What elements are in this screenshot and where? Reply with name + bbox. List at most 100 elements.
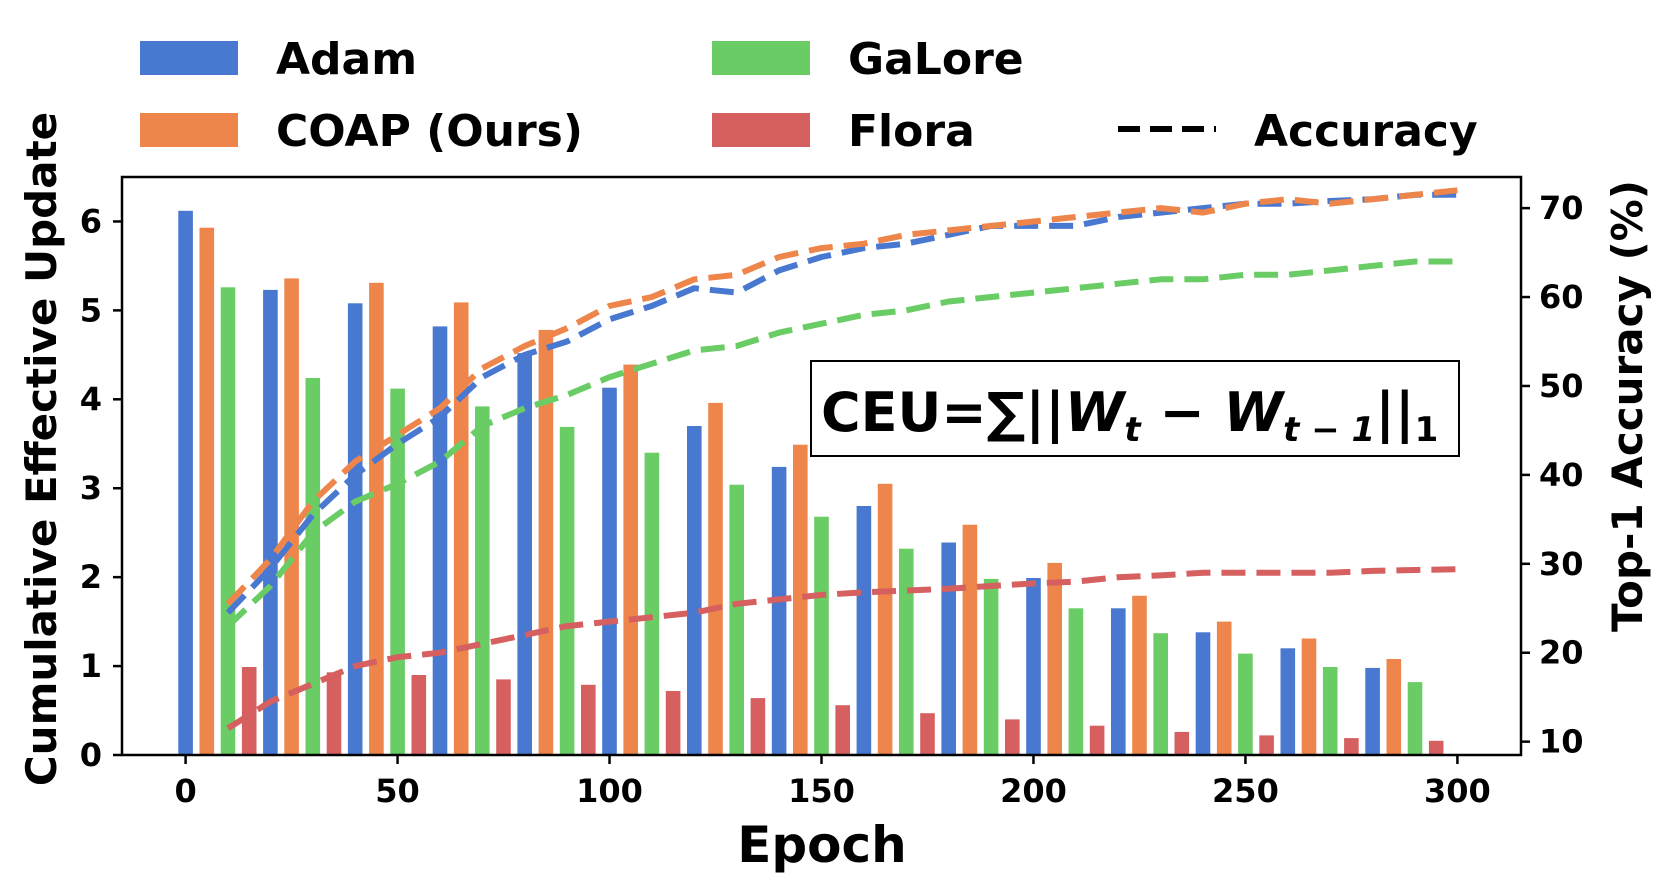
- bar-adam-40: [347, 303, 363, 755]
- x-tick-label: 300: [1424, 772, 1491, 810]
- bar-adam-100: [602, 387, 617, 755]
- y-tick-label: 2: [80, 558, 102, 596]
- formula-box: [810, 360, 1460, 457]
- bar-flora-20: [326, 672, 342, 755]
- bar-adam-280: [1365, 667, 1380, 755]
- y-tick-label: 5: [80, 291, 102, 329]
- bar-flora-240: [1259, 735, 1274, 755]
- y-tick-label: 0: [80, 736, 102, 774]
- bar-coap-180: [962, 524, 978, 755]
- bar-coap-0: [199, 227, 215, 755]
- bar-galore-100: [644, 452, 660, 755]
- y2-tick-label: 70: [1539, 189, 1584, 227]
- bar-flora-200: [1089, 725, 1105, 755]
- bar-adam-0: [178, 210, 193, 756]
- legend-label-flora: Flora: [848, 106, 975, 157]
- accuracy-line-coap: [225, 187, 1458, 606]
- formula-annotation: CEU=∑||Wt − Wt − 1||1: [810, 360, 1460, 457]
- bar-flora-60: [496, 679, 511, 755]
- legend-swatch-galore: [712, 41, 810, 75]
- bar-adam-260: [1280, 648, 1296, 755]
- legend-swatch-coap: [140, 113, 238, 147]
- axes: 0 50 100 150 200 250 300 0 1 2 3 4 5 6 10 20 30 40 50 60 70: [80, 175, 1584, 810]
- bar-flora-40: [411, 675, 427, 755]
- bar-coap-200: [1047, 562, 1062, 755]
- bar-adam-240: [1195, 632, 1211, 755]
- bar-galore-20: [305, 378, 321, 755]
- x-tick-label: 150: [788, 772, 855, 810]
- accuracy-line-adam: [225, 191, 1458, 615]
- legend-label-accuracy: Accuracy: [1254, 106, 1478, 157]
- bar-adam-200: [1026, 578, 1041, 755]
- bar-galore-60: [475, 406, 490, 755]
- accuracy-line-flora: [226, 566, 1458, 731]
- bar-flora-220: [1174, 731, 1190, 755]
- bar-coap-120: [708, 402, 723, 755]
- y2-tick-label: 20: [1539, 634, 1584, 672]
- bar-adam-160: [856, 506, 872, 755]
- bar-galore-280: [1407, 682, 1423, 755]
- bar-galore-260: [1322, 667, 1338, 755]
- bar-galore-120: [729, 484, 744, 755]
- bar-adam-140: [771, 466, 787, 755]
- bar-flora-160: [920, 713, 935, 755]
- legend-swatch-flora: [712, 113, 810, 147]
- bar-coap-160: [877, 483, 893, 755]
- bar-coap-140: [793, 444, 808, 755]
- bar-galore-80: [559, 426, 575, 755]
- x-tick-label: 50: [375, 772, 420, 810]
- y2-tick-label: 60: [1539, 278, 1584, 316]
- bar-flora-140: [835, 705, 850, 755]
- x-tick-label: 250: [1212, 772, 1279, 810]
- legend-label-adam: Adam: [276, 34, 417, 85]
- bar-coap-60: [453, 302, 469, 755]
- x-axis-title: Epoch: [737, 816, 907, 874]
- y-tick-label: 3: [80, 469, 102, 507]
- bar-galore-140: [814, 516, 829, 755]
- bar-galore-200: [1068, 608, 1084, 755]
- bar-flora-100: [665, 691, 681, 755]
- y2-tick-label: 30: [1539, 545, 1584, 583]
- y-tick-label: 1: [80, 647, 102, 685]
- bar-flora-0: [241, 667, 257, 755]
- bar-galore-0: [220, 287, 236, 755]
- bar-galore-40: [390, 388, 405, 755]
- x-tick-label: 0: [174, 772, 196, 810]
- bar-galore-180: [983, 578, 999, 755]
- bar-adam-180: [941, 542, 956, 755]
- bar-group: [178, 210, 1444, 756]
- bar-adam-120: [687, 426, 702, 755]
- bar-adam-80: [517, 353, 532, 755]
- formula-text: CEU=∑||Wt − Wt − 1||1: [821, 381, 1438, 450]
- legend-label-coap: COAP (Ours): [276, 106, 583, 157]
- bar-flora-80: [581, 684, 596, 755]
- accuracy-lines: [225, 187, 1458, 731]
- bar-coap-260: [1301, 638, 1317, 755]
- bar-adam-220: [1111, 608, 1126, 755]
- y-axis-title: Cumulative Effective Update: [17, 112, 66, 786]
- legend-swatch-adam: [140, 41, 238, 75]
- y2-axis-title: Top-1 Accuracy (%): [1603, 180, 1652, 632]
- bar-flora-120: [750, 698, 766, 755]
- bar-flora-180: [1005, 719, 1020, 755]
- bar-coap-80: [538, 329, 554, 755]
- legend: Adam COAP (Ours) GaLore Flora Accuracy: [140, 34, 1478, 157]
- bar-coap-40: [369, 282, 384, 755]
- bar-flora-260: [1344, 738, 1359, 755]
- bar-coap-240: [1216, 621, 1232, 755]
- x-tick-label: 200: [1000, 772, 1067, 810]
- bar-adam-20: [263, 289, 278, 755]
- legend-label-galore: GaLore: [848, 34, 1024, 85]
- bar-galore-160: [899, 548, 914, 755]
- y2-tick-label: 10: [1539, 723, 1584, 761]
- bar-coap-20: [284, 278, 299, 755]
- y2-tick-label: 50: [1539, 367, 1584, 405]
- bar-coap-280: [1386, 659, 1402, 755]
- y2-tick-label: 40: [1539, 456, 1584, 494]
- bar-coap-100: [623, 364, 638, 755]
- y-tick-label: 6: [80, 202, 102, 240]
- bar-adam-60: [432, 326, 448, 755]
- accuracy-line-galore: [225, 258, 1458, 629]
- bar-flora-280: [1428, 740, 1444, 755]
